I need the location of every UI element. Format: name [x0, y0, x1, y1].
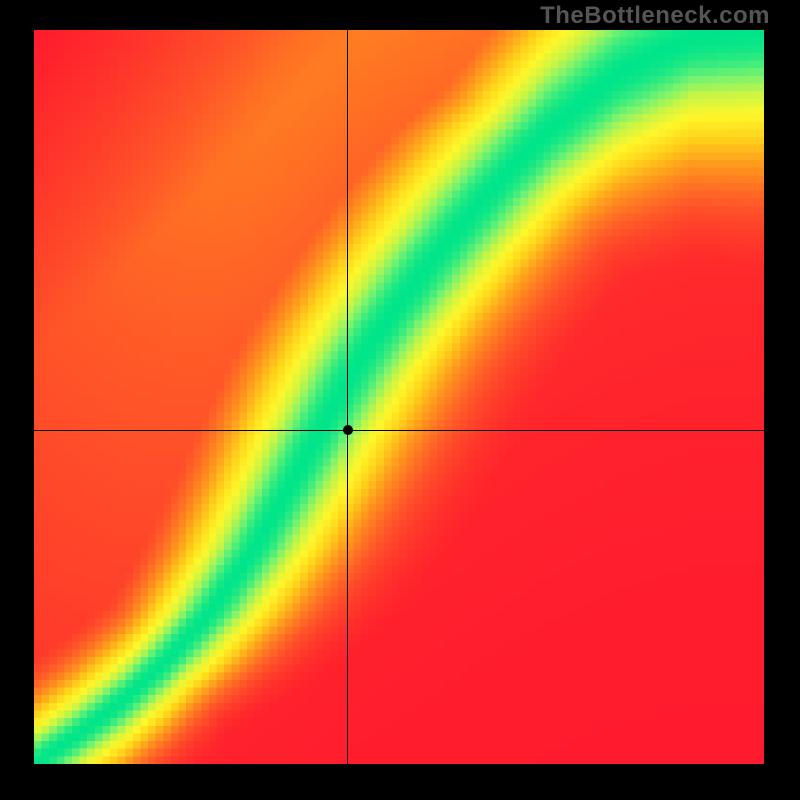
heatmap-canvas: [34, 30, 764, 764]
crosshair-vertical: [347, 30, 348, 764]
watermark-text: TheBottleneck.com: [540, 2, 770, 30]
heatmap-canvas-wrap: [34, 30, 764, 764]
heatmap-plot: [34, 30, 764, 764]
crosshair-horizontal: [34, 430, 764, 431]
chart-container: TheBottleneck.com: [0, 0, 800, 800]
data-point-marker: [343, 425, 353, 435]
